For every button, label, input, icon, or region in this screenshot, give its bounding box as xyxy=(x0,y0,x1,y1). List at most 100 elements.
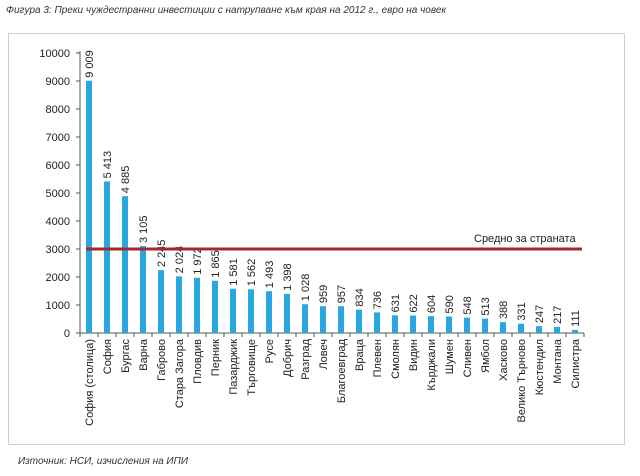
bar-value-label: 331 xyxy=(516,302,528,320)
bar xyxy=(338,306,344,333)
bar-value-label: 111 xyxy=(570,310,582,327)
bar xyxy=(356,309,362,333)
category-label: Габрово xyxy=(156,339,168,381)
bar xyxy=(230,288,236,333)
bar xyxy=(140,246,146,333)
bar-value-label: 622 xyxy=(408,294,420,312)
bar xyxy=(194,277,200,333)
bar-value-label: 388 xyxy=(498,301,510,319)
bar-value-label: 4 885 xyxy=(120,166,132,194)
bar xyxy=(284,293,290,333)
bar-value-label: 247 xyxy=(534,305,546,323)
category-label: Варна xyxy=(138,338,150,371)
bar xyxy=(572,329,578,333)
category-label: Пловдив xyxy=(192,339,204,384)
figure-caption: Фигура 3: Преки чуждестранни инвестиции … xyxy=(6,5,447,16)
y-tick-label: 0 xyxy=(64,328,70,340)
bar-value-label: 604 xyxy=(426,295,438,313)
category-label: Силистра xyxy=(570,338,582,388)
bar xyxy=(104,181,110,333)
figure-source: Източник: НСИ, изчисления на ИПИ xyxy=(18,456,188,467)
bar-value-label: 513 xyxy=(480,297,492,315)
category-label: Хасково xyxy=(498,339,510,381)
category-label: София (столица) xyxy=(84,339,96,426)
category-label: Видин xyxy=(408,339,420,371)
category-label: София xyxy=(102,339,114,374)
bar xyxy=(428,316,434,333)
bar-value-label: 959 xyxy=(318,285,330,303)
y-tick-label: 2000 xyxy=(46,272,70,284)
category-label: Кюстендил xyxy=(534,339,546,395)
bar xyxy=(302,304,308,333)
category-label: Русе xyxy=(264,339,276,363)
category-label: Добрич xyxy=(282,339,294,377)
bar xyxy=(86,80,92,333)
category-label: Благоевград xyxy=(336,338,348,403)
bar-value-label: 957 xyxy=(336,285,348,303)
bar xyxy=(248,289,254,333)
category-label: Търговище xyxy=(246,339,258,396)
bar-value-label: 736 xyxy=(372,291,384,309)
bar-value-label: 3 105 xyxy=(138,216,150,244)
category-label: Разград xyxy=(300,338,312,379)
category-label: Плевен xyxy=(372,339,384,377)
bar-value-label: 217 xyxy=(552,306,564,324)
category-label: Ямбол xyxy=(480,339,492,373)
bar-value-label: 631 xyxy=(390,294,402,312)
bar xyxy=(500,322,506,333)
bar-value-label: 834 xyxy=(354,288,366,306)
category-label: Перник xyxy=(210,339,222,376)
y-tick-label: 5000 xyxy=(46,188,70,200)
bar xyxy=(482,318,488,333)
y-tick-label: 8000 xyxy=(46,104,70,116)
category-label: Враца xyxy=(354,338,366,371)
y-tick-label: 1000 xyxy=(46,300,70,312)
bar-value-label: 1 581 xyxy=(228,258,240,286)
bar-value-label: 1 972 xyxy=(192,247,204,275)
category-label: Смолян xyxy=(390,339,402,379)
y-tick-label: 3000 xyxy=(46,244,70,256)
bar xyxy=(212,280,218,333)
y-tick-label: 9000 xyxy=(46,76,70,88)
category-label: Шумен xyxy=(444,339,456,374)
bar-value-label: 5 413 xyxy=(102,151,114,179)
category-label: Сливен xyxy=(462,339,474,377)
bar xyxy=(446,316,452,333)
bar-value-label: 1 562 xyxy=(246,259,258,287)
category-label: Монтана xyxy=(552,338,564,384)
category-label: Пазарджик xyxy=(228,339,240,395)
y-tick-label: 10000 xyxy=(39,48,70,60)
bar xyxy=(176,276,182,333)
y-tick-label: 6000 xyxy=(46,160,70,172)
bar xyxy=(320,306,326,333)
bar-value-label: 9 009 xyxy=(84,50,96,78)
chart-frame xyxy=(8,33,625,445)
category-label: Бургас xyxy=(120,339,132,373)
bar-value-label: 2 024 xyxy=(174,246,186,274)
bar xyxy=(122,196,128,333)
y-tick-label: 4000 xyxy=(46,216,70,228)
average-line-label: Средно за страната xyxy=(474,233,576,245)
category-label: Ловеч xyxy=(318,339,330,370)
bar xyxy=(536,326,542,333)
bar-value-label: 590 xyxy=(444,295,456,313)
bar xyxy=(392,315,398,333)
bar-value-label: 1 865 xyxy=(210,250,222,278)
bar xyxy=(266,291,272,333)
bar xyxy=(464,317,470,333)
bar-value-label: 2 245 xyxy=(156,240,168,268)
bar-value-label: 1 398 xyxy=(282,263,294,291)
bar-value-label: 548 xyxy=(462,296,474,314)
bar xyxy=(374,312,380,333)
bar xyxy=(554,326,560,333)
category-label: Кърджали xyxy=(426,339,438,391)
category-label: Велико Търново xyxy=(516,339,528,423)
category-label: Стара Загора xyxy=(174,338,186,408)
bar xyxy=(518,323,524,333)
bar-value-label: 1 493 xyxy=(264,261,276,289)
bar xyxy=(410,315,416,333)
bar-value-label: 1 028 xyxy=(300,274,312,302)
y-tick-label: 7000 xyxy=(46,132,70,144)
bar xyxy=(158,270,164,333)
